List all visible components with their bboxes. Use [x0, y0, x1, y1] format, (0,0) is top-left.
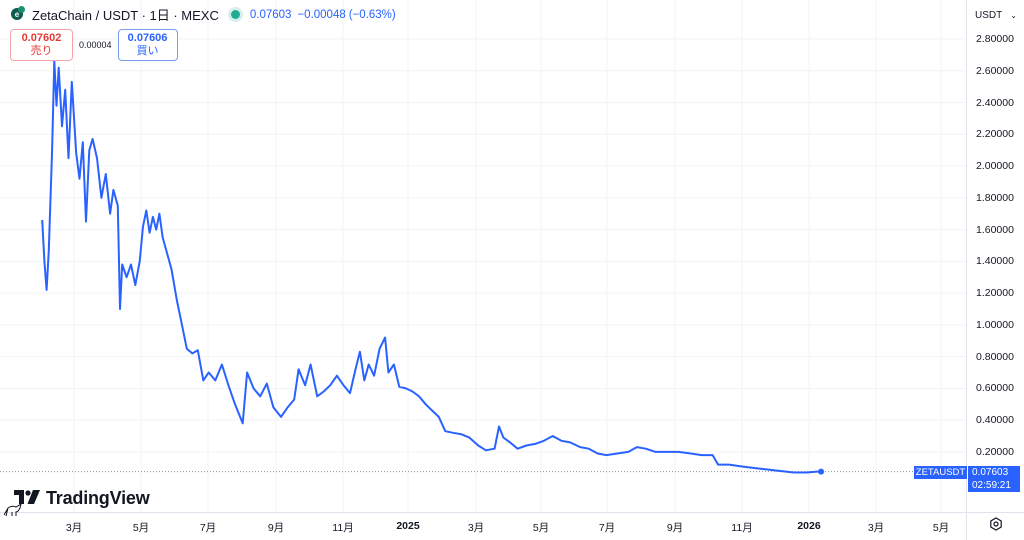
time-tick: 3月	[65, 522, 83, 534]
price-tick: 2.60000	[976, 64, 1014, 77]
time-tick: 7月	[598, 522, 616, 534]
currency-unit-label: USDT	[975, 9, 1003, 21]
trade-panel: 0.07602 売り 0.00004 0.07606 買い	[10, 29, 178, 61]
svg-text:e: e	[15, 10, 20, 19]
time-tick: 11月	[731, 522, 753, 534]
zetachain-logo-icon: e	[10, 5, 26, 24]
time-tick: 7月	[199, 522, 217, 534]
bar-countdown: 02:59:21	[972, 479, 1011, 491]
currency-unit-select[interactable]: USDT ⌄	[970, 5, 1022, 25]
chevron-down-icon: ⌄	[1010, 10, 1017, 20]
price-scale[interactable]	[966, 0, 1024, 512]
chart-header: e ZetaChain / USDT · 1日 · MEXC 0.07603 −…	[10, 5, 396, 24]
time-tick: 2026	[797, 520, 821, 532]
market-open-dot-icon	[230, 10, 240, 19]
spread-value: 0.00004	[79, 40, 112, 50]
chart-title[interactable]: ZetaChain / USDT · 1日 · MEXC	[32, 8, 219, 23]
time-tick: 11月	[332, 522, 354, 534]
time-tick: 5月	[932, 522, 950, 534]
time-tick: 5月	[532, 522, 550, 534]
tradingview-branding[interactable]: TradingView	[14, 488, 150, 509]
time-tick: 9月	[267, 522, 285, 534]
buy-price: 0.07606	[127, 32, 168, 44]
header-change-pct: (−0.63%)	[348, 8, 396, 21]
price-tick: 0.60000	[976, 382, 1014, 395]
price-tick: 1.00000	[976, 318, 1014, 331]
price-tick: 1.20000	[976, 287, 1014, 300]
dino-icon	[3, 502, 23, 522]
header-last-price: 0.07603	[249, 8, 292, 21]
time-tick: 3月	[867, 522, 885, 534]
time-tick: 2025	[396, 520, 420, 532]
time-scale[interactable]	[0, 512, 966, 540]
chart-settings-button[interactable]	[966, 512, 1024, 540]
time-tick: 9月	[666, 522, 684, 534]
price-tick: 1.80000	[976, 191, 1014, 204]
price-tick: 0.40000	[976, 414, 1014, 427]
price-tick: 2.20000	[976, 128, 1014, 141]
sell-button[interactable]: 0.07602 売り	[10, 29, 73, 61]
sell-price: 0.07602	[21, 32, 62, 44]
chart-plot-area[interactable]	[0, 0, 966, 512]
last-price-label: 0.07603 02:59:21	[968, 466, 1020, 492]
sell-label: 売り	[30, 45, 53, 57]
price-tick: 0.20000	[976, 445, 1014, 458]
gear-icon	[989, 517, 1003, 536]
price-line-chart	[0, 0, 966, 512]
price-tick: 1.60000	[976, 223, 1014, 236]
last-price-value: 0.07603	[972, 467, 1009, 478]
price-tick: 2.80000	[976, 33, 1014, 45]
time-tick: 3月	[467, 522, 485, 534]
header-change: −0.00048	[297, 8, 346, 21]
price-tick: 2.40000	[976, 96, 1014, 109]
tradingview-wordmark: TradingView	[46, 488, 150, 508]
buy-label: 買い	[136, 45, 159, 57]
last-price-symbol-label: ZETAUSDT	[914, 466, 967, 479]
price-tick: 0.80000	[976, 350, 1014, 363]
buy-button[interactable]: 0.07606 買い	[117, 29, 178, 61]
price-tick: 1.40000	[976, 255, 1014, 268]
time-tick: 5月	[132, 522, 150, 534]
price-tick: 2.00000	[976, 160, 1014, 173]
tradingview-logo-icon	[14, 488, 40, 509]
